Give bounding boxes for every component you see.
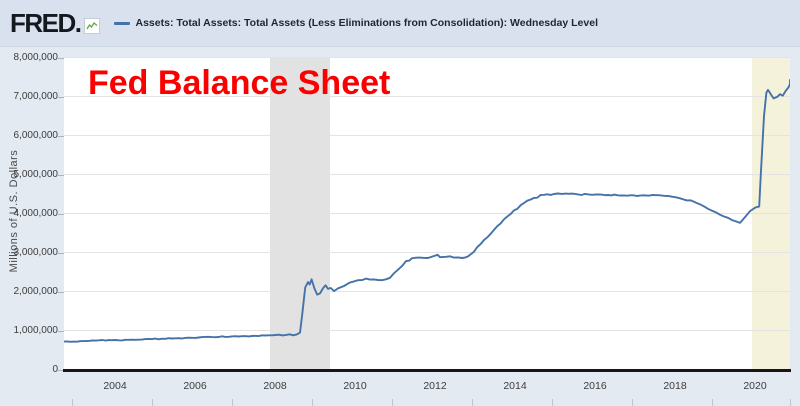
x-tick-label: 2018 [663, 380, 687, 392]
series-line-total-assets [64, 79, 790, 343]
legend-line-marker [113, 21, 130, 25]
x-minor-tick-mark [232, 399, 233, 406]
x-tick-label: 2012 [423, 380, 447, 392]
y-tick-label: 5,000,000 [13, 168, 59, 180]
x-tick-label: 2008 [263, 380, 287, 392]
fred-logo-text: FRED. [10, 8, 82, 38]
x-minor-tick-mark [790, 399, 791, 406]
y-tick-mark [58, 174, 64, 176]
x-tick-label: 2004 [103, 380, 127, 392]
chart-header: FRED. Assets: Total Assets: Total Assets… [0, 0, 800, 47]
y-tick-label: 3,000,000 [13, 246, 59, 258]
x-tick-label: 2020 [743, 380, 767, 392]
y-tick-label: 8,000,000 [13, 51, 59, 63]
line-chart-canvas [64, 57, 790, 370]
y-tick-label: 2,000,000 [13, 285, 59, 297]
x-tick-label: 2014 [503, 380, 527, 392]
x-tick-label: 2010 [343, 380, 367, 392]
x-minor-tick-mark [72, 399, 73, 406]
x-minor-tick-mark [312, 399, 313, 406]
y-tick-mark [58, 291, 64, 293]
chart-annotation-title: Fed Balance Sheet [88, 64, 391, 102]
y-tick-label: 7,000,000 [13, 90, 59, 102]
y-tick-mark [58, 369, 64, 371]
x-minor-tick-mark [632, 399, 633, 406]
y-tick-mark [58, 57, 64, 59]
y-tick-label: 6,000,000 [13, 129, 59, 141]
legend[interactable]: Assets: Total Assets: Total Assets (Less… [113, 17, 599, 29]
y-tick-mark [58, 213, 64, 215]
y-tick-label: 1,000,000 [13, 324, 59, 336]
x-tick-label: 2006 [183, 380, 207, 392]
y-tick-label: 0 [52, 363, 58, 375]
plot-area[interactable] [64, 57, 790, 370]
x-minor-tick-mark [392, 399, 393, 406]
x-axis-line [63, 369, 791, 372]
x-minor-tick-mark [152, 399, 153, 406]
fred-logo[interactable]: FRED. [10, 10, 100, 36]
y-tick-mark [58, 135, 64, 137]
sparkline-chart-icon [83, 18, 100, 34]
x-minor-tick-mark [712, 399, 713, 406]
x-tick-label: 2016 [583, 380, 607, 392]
y-tick-mark [58, 330, 64, 332]
x-minor-tick-mark [472, 399, 473, 406]
legend-label: Assets: Total Assets: Total Assets (Less… [135, 17, 599, 29]
y-tick-label: 4,000,000 [13, 207, 59, 219]
y-tick-mark [58, 96, 64, 98]
y-tick-mark [58, 252, 64, 254]
x-minor-tick-mark [552, 399, 553, 406]
